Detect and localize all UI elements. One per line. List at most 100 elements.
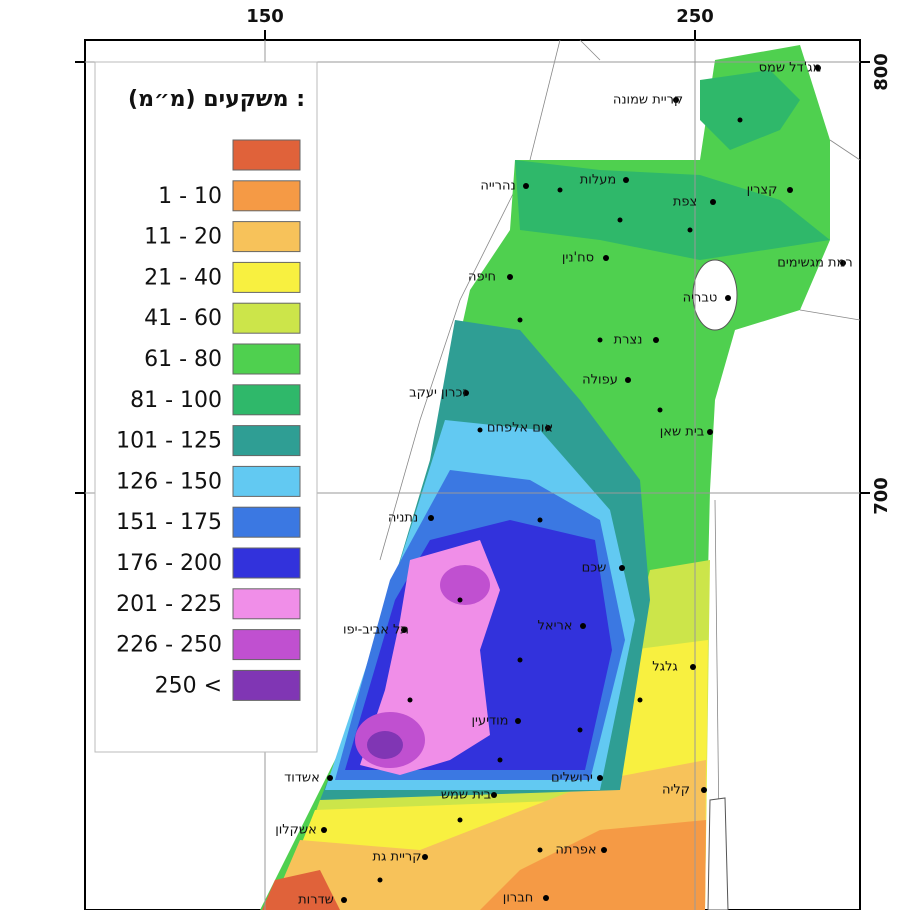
- legend-label: 11 - 20: [144, 225, 222, 250]
- place-dot: [840, 260, 846, 266]
- place-label: אום אלפחם: [487, 421, 553, 436]
- legend-swatch: [232, 221, 301, 253]
- place-label: אריאל: [537, 619, 572, 634]
- precip-zones: [260, 45, 830, 910]
- station: [557, 187, 563, 193]
- zone: [367, 731, 403, 759]
- station: [597, 337, 603, 343]
- place-dot: [341, 897, 347, 903]
- place-dot: [623, 177, 629, 183]
- legend-swatch: [232, 629, 301, 661]
- legend-label: 41 - 60: [144, 306, 222, 331]
- place-label: אפרתה: [555, 843, 596, 858]
- place-label: קליה: [662, 783, 690, 798]
- place-dot: [625, 377, 631, 383]
- zone: [262, 870, 340, 910]
- legend-swatch: [232, 261, 301, 293]
- place-label: סח'נין: [562, 251, 594, 266]
- station: [517, 657, 523, 663]
- place-label: טבריה: [683, 291, 718, 306]
- x-tick-label: 250: [676, 6, 714, 27]
- place-dot: [580, 623, 586, 629]
- place-label: קריית שמונה: [613, 93, 683, 108]
- place-dot: [543, 895, 549, 901]
- place-dot: [690, 664, 696, 670]
- place-dot: [321, 827, 327, 833]
- legend-swatch: [232, 669, 301, 701]
- ticks: [75, 30, 870, 494]
- place-dot: [597, 775, 603, 781]
- place-dot: [815, 65, 821, 71]
- place-label: קצרין: [747, 183, 778, 198]
- legend: 1 - 10 11 - 20 21 - 40 41 - 60 61 - 80 81 - 1…: [116, 139, 301, 701]
- legend-label: 81 - 100: [130, 388, 222, 413]
- legend-label: 201 - 225: [116, 592, 222, 617]
- station: [637, 697, 643, 703]
- place-dot: [327, 775, 333, 781]
- station: [687, 227, 693, 233]
- place-dot: [422, 854, 428, 860]
- place-dot: [545, 425, 551, 431]
- station: [457, 817, 463, 823]
- legend-label: 226 - 250: [116, 633, 222, 658]
- station: [407, 697, 413, 703]
- place-label: תל אביב-יפו: [343, 623, 409, 638]
- place-label: קריית גת: [373, 850, 422, 865]
- station: [497, 757, 503, 763]
- legend-label: 126 - 150: [116, 469, 222, 494]
- station: [617, 217, 623, 223]
- place-label: מעלות: [580, 173, 616, 188]
- legend-swatch: [232, 588, 301, 620]
- legend-swatch: [232, 139, 301, 171]
- place-dot: [491, 792, 497, 798]
- place-dot: [523, 183, 529, 189]
- place-dot: [653, 337, 659, 343]
- station: [657, 407, 663, 413]
- place-dot: [619, 565, 625, 571]
- place-label: גלגל: [652, 660, 678, 675]
- zone: [440, 565, 490, 605]
- legend-swatch: [232, 180, 301, 212]
- lake: [707, 797, 729, 910]
- place-label: בית שאן: [660, 425, 705, 440]
- x-tick-label: 150: [246, 6, 284, 27]
- zone: [700, 70, 800, 150]
- place-label: אשדוד: [284, 771, 320, 786]
- legend-swatch: [232, 343, 301, 375]
- place-dot: [603, 255, 609, 261]
- place-label: נהרייה: [480, 179, 515, 194]
- place-dot: [401, 627, 407, 633]
- place-label: חיפה: [468, 270, 496, 285]
- legend-label: 101 - 125: [116, 429, 222, 454]
- legend-swatch: [232, 465, 301, 497]
- lake: [692, 259, 738, 331]
- place-label: עפולה: [582, 373, 618, 388]
- place-label: ירושלים: [551, 771, 593, 786]
- zone: [515, 160, 830, 260]
- station: [377, 877, 383, 883]
- borders: [379, 39, 861, 910]
- legend-title: משקעים (מ״מ) :: [128, 87, 305, 112]
- place-label: בית שמש: [441, 788, 491, 803]
- station: [537, 517, 543, 523]
- place-dot: [707, 429, 713, 435]
- place-dot: [701, 787, 707, 793]
- legend-swatch: [232, 547, 301, 579]
- place-dot: [601, 847, 607, 853]
- place-label: צפת: [673, 195, 697, 210]
- place-dot: [673, 97, 679, 103]
- legend-swatch: [232, 302, 301, 334]
- legend-swatch: [232, 425, 301, 457]
- legend-label: 1 - 10: [158, 184, 222, 209]
- place-label: שדרות: [298, 893, 334, 908]
- legend-label: 176 - 200: [116, 551, 222, 576]
- station: [577, 727, 583, 733]
- place-label: מג'דל שמס: [759, 61, 822, 76]
- y-tick-label: 700: [871, 477, 892, 515]
- legend-label: 61 - 80: [144, 347, 222, 372]
- place-label: אשקלון: [275, 823, 317, 838]
- legend-label: 21 - 40: [144, 265, 222, 290]
- legend-swatch: [232, 384, 301, 416]
- place-label: רמת מגשימים: [777, 256, 853, 271]
